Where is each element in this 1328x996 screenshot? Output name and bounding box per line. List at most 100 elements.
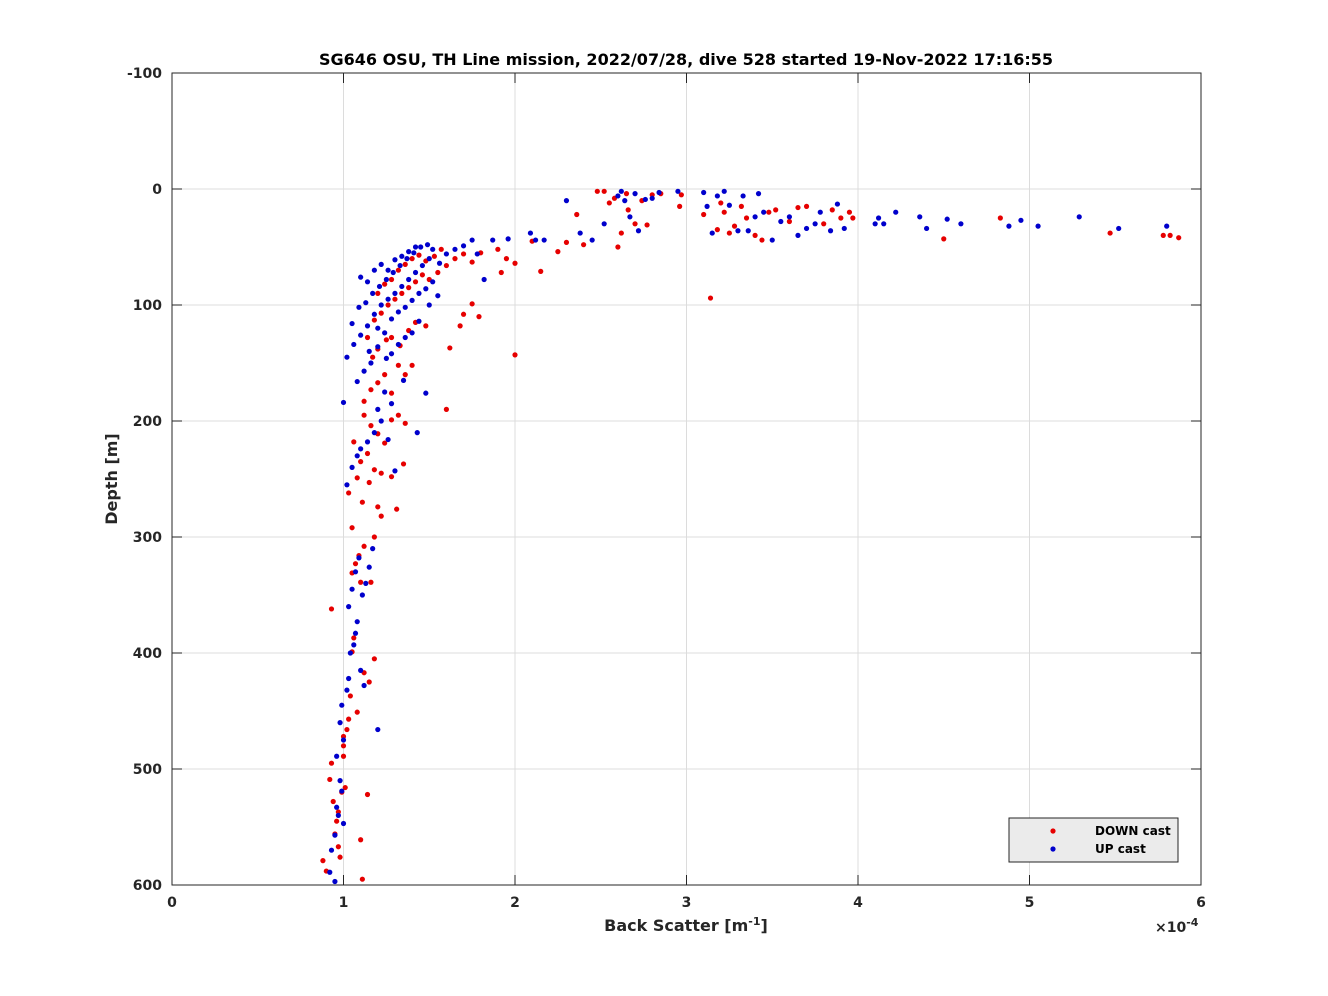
- data-point: [399, 253, 405, 259]
- data-point: [944, 216, 950, 222]
- data-point: [701, 189, 707, 196]
- data-point: [339, 702, 345, 708]
- data-point: [589, 237, 595, 243]
- x-tick-label: 0: [167, 895, 177, 911]
- data-point: [375, 325, 381, 331]
- data-point: [601, 188, 607, 194]
- data-point: [803, 203, 810, 209]
- data-point: [378, 418, 384, 424]
- data-point: [632, 191, 638, 197]
- data-point: [368, 387, 374, 393]
- data-point: [328, 760, 335, 766]
- data-point: [371, 311, 377, 317]
- data-point: [721, 209, 727, 215]
- data-point: [376, 283, 383, 290]
- data-point: [555, 249, 561, 255]
- data-point: [577, 230, 583, 236]
- data-point: [378, 470, 384, 476]
- data-point: [416, 252, 422, 258]
- data-point: [354, 475, 360, 481]
- data-point: [378, 261, 384, 267]
- data-point: [378, 310, 384, 316]
- data-point: [334, 818, 340, 824]
- data-point: [388, 417, 395, 423]
- data-point: [452, 246, 458, 252]
- data-point: [786, 218, 793, 225]
- data-point: [430, 246, 436, 252]
- data-point: [803, 225, 810, 232]
- data-point: [409, 297, 415, 303]
- data-point: [383, 337, 389, 343]
- data-point: [337, 854, 343, 860]
- data-point: [1176, 235, 1182, 241]
- data-point: [581, 242, 587, 248]
- data-point: [328, 847, 335, 853]
- legend-marker-down: [1050, 828, 1056, 834]
- data-point: [330, 798, 336, 805]
- data-point: [469, 237, 475, 243]
- data-point: [361, 543, 367, 549]
- data-point: [769, 237, 775, 243]
- data-point: [339, 788, 345, 794]
- data-point: [527, 230, 534, 236]
- data-point: [474, 251, 480, 257]
- data-point: [395, 362, 401, 368]
- data-point: [759, 237, 765, 243]
- data-point: [395, 412, 401, 418]
- legend-label-up: UP cast: [1095, 842, 1146, 856]
- data-point: [917, 214, 923, 220]
- data-point: [385, 296, 391, 302]
- data-point: [388, 390, 395, 396]
- data-point: [397, 262, 403, 269]
- data-point: [328, 606, 335, 612]
- data-point: [704, 203, 710, 209]
- data-point: [436, 260, 443, 266]
- data-point: [714, 227, 720, 233]
- data-point: [399, 283, 405, 290]
- data-point: [409, 362, 415, 368]
- data-point: [850, 215, 856, 221]
- data-point: [402, 261, 408, 267]
- data-point: [707, 295, 714, 301]
- data-point: [476, 314, 482, 320]
- data-point: [563, 239, 570, 245]
- data-point: [431, 253, 437, 259]
- data-point: [1076, 214, 1082, 220]
- data-point: [356, 555, 362, 561]
- data-point: [623, 191, 630, 197]
- data-point: [738, 203, 744, 209]
- data-point: [382, 330, 388, 336]
- data-point: [371, 534, 377, 540]
- data-point: [395, 267, 401, 273]
- data-point: [678, 192, 684, 198]
- data-point: [622, 198, 628, 204]
- data-point: [361, 412, 367, 418]
- series-up-cast: [327, 188, 1170, 885]
- legend: DOWN cast UP cast: [1008, 817, 1179, 863]
- x-tick-label: 4: [853, 895, 863, 911]
- data-point: [366, 679, 372, 685]
- data-point: [351, 439, 357, 445]
- data-point: [364, 439, 371, 445]
- data-point: [335, 812, 341, 819]
- legend-label-down: DOWN cast: [1095, 824, 1171, 838]
- data-point: [375, 344, 381, 350]
- x-tick-label: 2: [510, 895, 520, 911]
- data-point: [618, 230, 624, 236]
- data-point: [335, 844, 341, 850]
- data-point: [424, 242, 431, 248]
- data-point: [371, 467, 377, 473]
- data-point: [721, 188, 727, 194]
- data-point: [656, 189, 662, 196]
- data-point: [382, 440, 388, 446]
- data-point: [370, 290, 376, 296]
- data-point: [378, 513, 384, 519]
- data-point: [359, 592, 365, 598]
- data-point: [642, 196, 648, 203]
- data-point: [358, 667, 364, 674]
- data-point: [574, 211, 580, 218]
- data-point: [726, 202, 732, 208]
- data-point: [354, 709, 360, 715]
- data-point: [347, 650, 353, 656]
- data-point: [841, 225, 847, 232]
